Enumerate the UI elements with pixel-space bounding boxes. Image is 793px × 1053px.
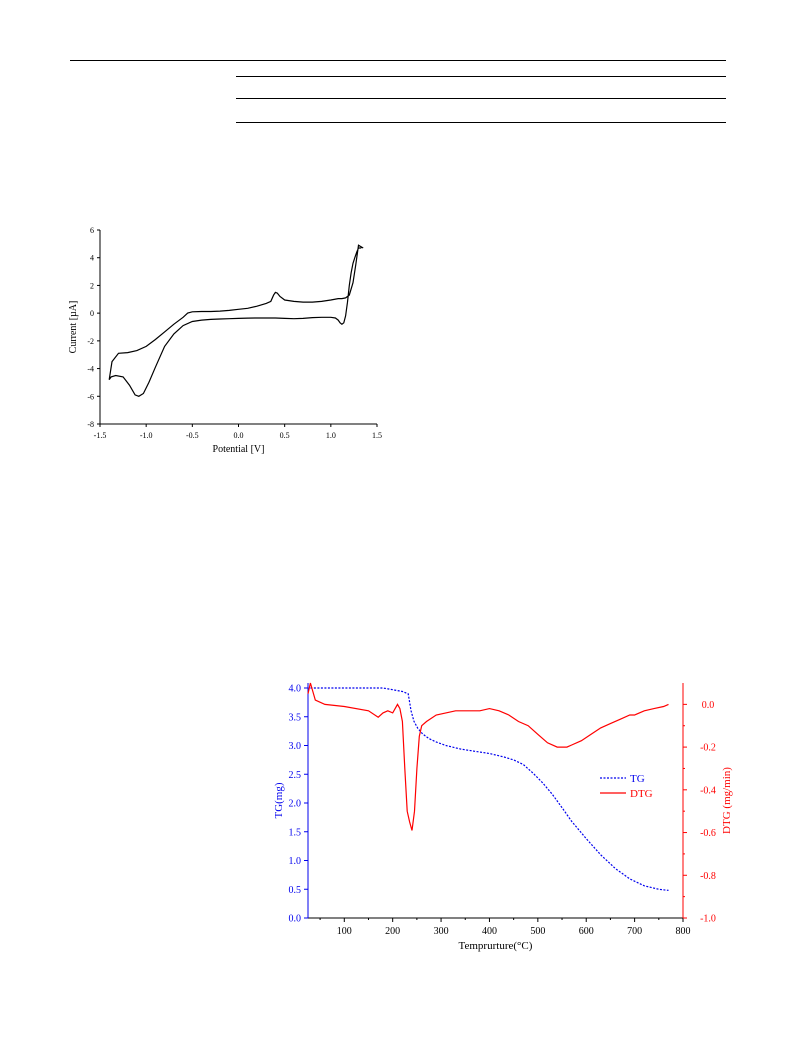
tg-series-tg-line	[310, 687, 669, 891]
cv-y-tick-label: -8	[87, 420, 94, 429]
tg-left-tick-label: 2.0	[289, 799, 302, 810]
tg-right-axis-label: DTG (mg/min)	[721, 767, 733, 834]
cv-x-tick-label: 1.5	[372, 431, 382, 440]
legend-label-dtg: DTG	[630, 788, 653, 800]
cv-y-tick-label: 6	[90, 226, 94, 235]
tg-right-tick-label: -0.6	[700, 828, 716, 839]
cv-y-tick-label: 0	[90, 309, 94, 318]
cv-y-tick-label: -2	[87, 337, 94, 346]
cv-x-tick-label: 0.0	[234, 431, 244, 440]
tg-left-tick-label: 0.5	[289, 885, 302, 896]
tg-left-tick-label: 0.0	[289, 914, 302, 925]
tg-x-tick-label: 500	[530, 926, 545, 937]
tg-left-tick-label: 2.5	[289, 770, 302, 781]
tg-x-tick-label: 400	[482, 926, 497, 937]
tg-left-axis-label: TG(mg)	[273, 782, 285, 818]
cv-series-line	[108, 244, 364, 397]
cv-y-tick-label: -6	[87, 392, 94, 401]
page-header-rule	[70, 60, 726, 61]
tg-left-tick-label: 1.0	[289, 856, 302, 867]
tg-left-tick-label: 1.5	[289, 827, 302, 838]
cv-y-axis-label: Current [µA]	[68, 301, 79, 354]
tg-right-tick-label: -0.2	[700, 743, 716, 754]
cv-x-tick-label: 0.5	[280, 431, 290, 440]
cv-y-tick-label: 2	[90, 281, 94, 290]
tg-right-tick-label: -0.4	[700, 785, 716, 796]
tg-x-tick-label: 700	[627, 926, 642, 937]
legend-label-tg: TG	[630, 773, 645, 785]
tg-x-tick-label: 100	[337, 926, 352, 937]
cv-x-tick-label: -1.5	[94, 431, 107, 440]
tg-x-tick-label: 300	[434, 926, 449, 937]
table-rule-2	[236, 98, 726, 99]
cv-y-tick-label: -4	[87, 365, 94, 374]
tg-left-tick-label: 3.5	[289, 712, 302, 723]
tg-right-tick-label: 0.0	[702, 700, 715, 711]
tg-left-tick-label: 4.0	[289, 684, 302, 695]
tg-x-tick-label: 600	[579, 926, 594, 937]
tg-left-tick-label: 3.0	[289, 741, 302, 752]
table-rule-3	[236, 122, 726, 123]
table-rule-1	[236, 76, 726, 77]
cv-x-tick-label: -0.5	[186, 431, 199, 440]
cv-x-tick-label: -1.0	[140, 431, 153, 440]
tg-series-dtg-line	[307, 682, 669, 831]
cv-x-tick-label: 1.0	[326, 431, 336, 440]
cv-y-tick-label: 4	[90, 254, 94, 263]
tg-x-axis-label: Temprurture(°C)	[459, 940, 533, 952]
tg-x-tick-label: 200	[385, 926, 400, 937]
tg-x-tick-label: 800	[676, 926, 691, 937]
tg-right-tick-label: -0.8	[700, 871, 716, 882]
cv-x-axis-label: Potential [V]	[213, 444, 265, 455]
tg-right-tick-label: -1.0	[700, 914, 716, 925]
